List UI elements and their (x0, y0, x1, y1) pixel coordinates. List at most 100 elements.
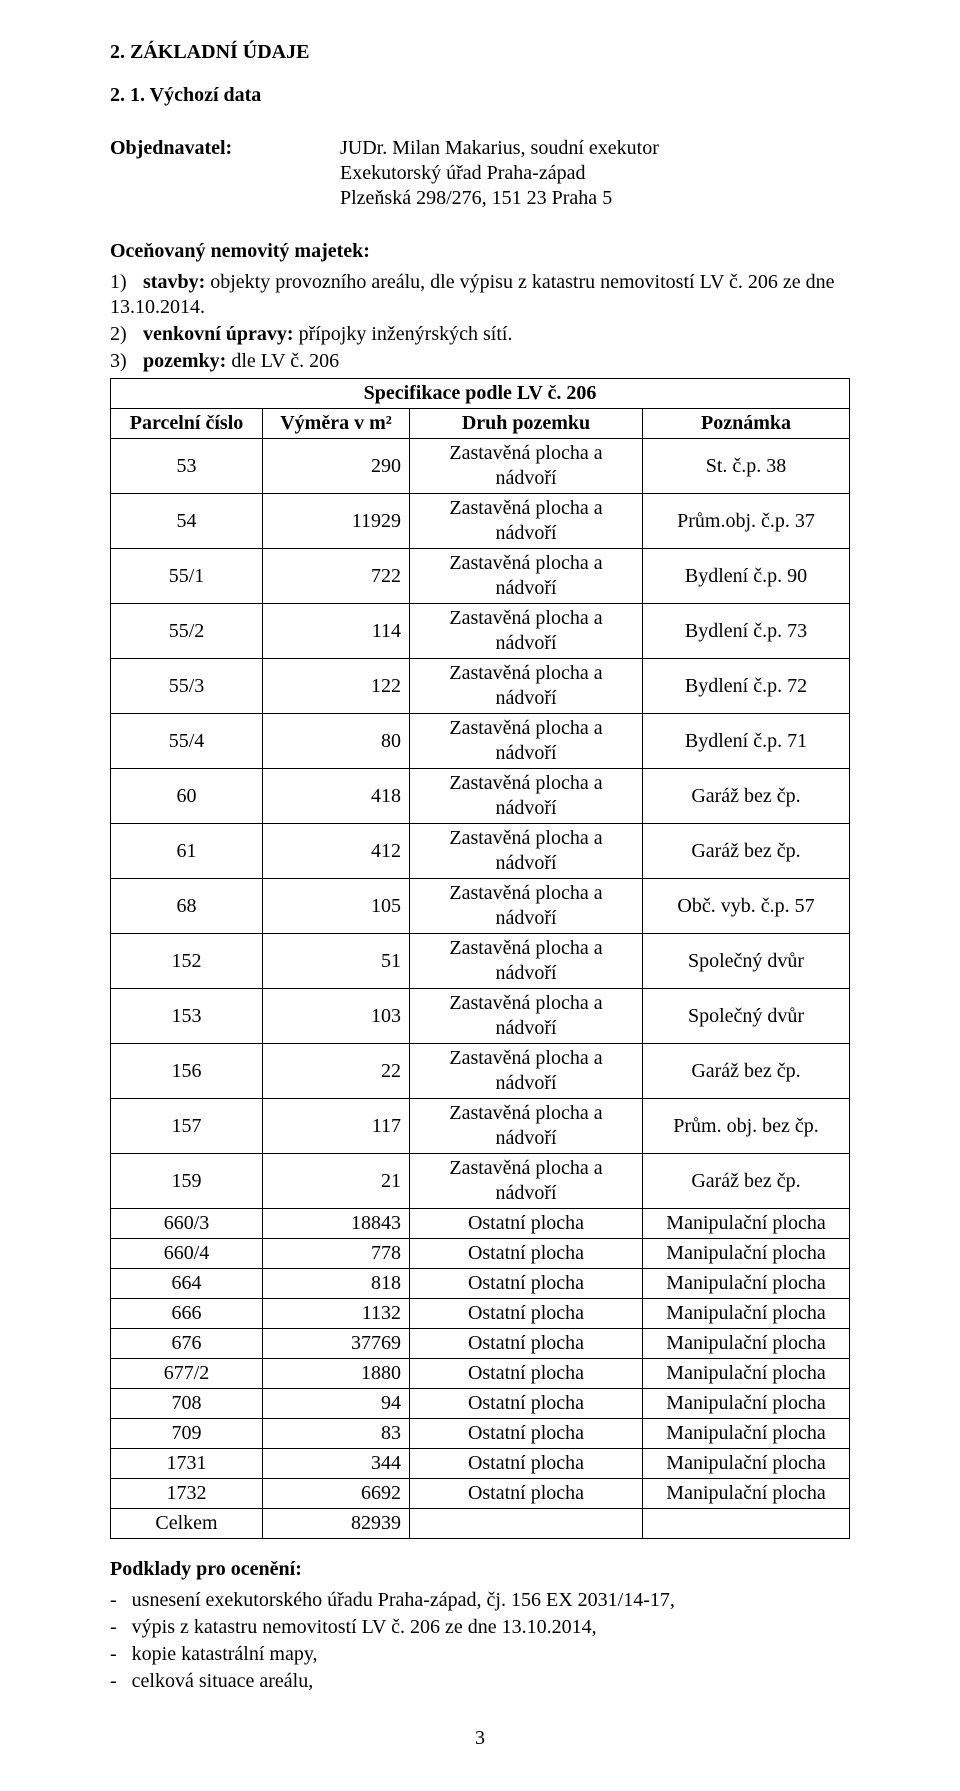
table-cell: 82939 (263, 1509, 410, 1539)
table-row: 15622Zastavěná plocha a nádvoříGaráž bez… (111, 1044, 850, 1099)
table-cell: 1731 (111, 1449, 263, 1479)
table-cell (410, 1509, 643, 1539)
table-cell: Prům. obj. bez čp. (643, 1099, 850, 1154)
table-cell: 11929 (263, 494, 410, 549)
table-cell: 122 (263, 659, 410, 714)
table-cell: Zastavěná plocha a nádvoří (410, 989, 643, 1044)
table-cell: Garáž bez čp. (643, 769, 850, 824)
table-cell: Zastavěná plocha a nádvoří (410, 549, 643, 604)
table-cell: 105 (263, 879, 410, 934)
table-cell: Společný dvůr (643, 989, 850, 1044)
table-cell: Ostatní plocha (410, 1299, 643, 1329)
table-cell: 1132 (263, 1299, 410, 1329)
list-item: 3) pozemky: dle LV č. 206 (110, 349, 850, 374)
table-cell: Manipulační plocha (643, 1479, 850, 1509)
table-header-row: Parcelní číslo Výměra v m² Druh pozemku … (111, 409, 850, 439)
table-cell: 778 (263, 1239, 410, 1269)
podklady-list: usnesení exekutorského úřadu Praha-západ… (110, 1588, 850, 1694)
table-cell: 159 (111, 1154, 263, 1209)
table-cell: Ostatní plocha (410, 1389, 643, 1419)
table-cell: Ostatní plocha (410, 1329, 643, 1359)
table-cell: Garáž bez čp. (643, 1154, 850, 1209)
podklady-item: výpis z katastru nemovitostí LV č. 206 z… (110, 1615, 850, 1640)
table-row: 55/1722Zastavěná plocha a nádvoříBydlení… (111, 549, 850, 604)
table-cell: Ostatní plocha (410, 1269, 643, 1299)
col-poznamka: Poznámka (643, 409, 850, 439)
table-cell: 83 (263, 1419, 410, 1449)
table-cell: 156 (111, 1044, 263, 1099)
table-cell: Prům.obj. č.p. 37 (643, 494, 850, 549)
table-cell: 660/4 (111, 1239, 263, 1269)
table-row: 70894Ostatní plochaManipulační plocha (111, 1389, 850, 1419)
table-cell: Bydlení č.p. 71 (643, 714, 850, 769)
table-row: 660/318843Ostatní plochaManipulační ploc… (111, 1209, 850, 1239)
table-cell: 664 (111, 1269, 263, 1299)
table-row: 6661132Ostatní plochaManipulační plocha (111, 1299, 850, 1329)
table-row: 17326692Ostatní plochaManipulační plocha (111, 1479, 850, 1509)
table-cell: 1732 (111, 1479, 263, 1509)
table-cell: 22 (263, 1044, 410, 1099)
table-cell: 55/3 (111, 659, 263, 714)
col-parcelni: Parcelní číslo (111, 409, 263, 439)
table-cell: Ostatní plocha (410, 1419, 643, 1449)
table-cell: 152 (111, 934, 263, 989)
table-cell: Garáž bez čp. (643, 1044, 850, 1099)
table-row: 677/21880Ostatní plochaManipulační ploch… (111, 1359, 850, 1389)
table-cell: 709 (111, 1419, 263, 1449)
table-cell: Zastavěná plocha a nádvoří (410, 1154, 643, 1209)
objednavatel-row: Objednavatel: JUDr. Milan Makarius, soud… (110, 136, 850, 211)
table-cell: Manipulační plocha (643, 1449, 850, 1479)
table-total-row: Celkem82939 (111, 1509, 850, 1539)
table-cell: Zastavěná plocha a nádvoří (410, 494, 643, 549)
table-row: 660/4778Ostatní plochaManipulační plocha (111, 1239, 850, 1269)
table-cell: 676 (111, 1329, 263, 1359)
table-cell: St. č.p. 38 (643, 439, 850, 494)
table-row: 67637769Ostatní plochaManipulační plocha (111, 1329, 850, 1359)
table-cell: Ostatní plocha (410, 1359, 643, 1389)
table-row: 55/2114Zastavěná plocha a nádvoříBydlení… (111, 604, 850, 659)
podklady-item: celková situace areálu, (110, 1669, 850, 1694)
table-cell: Zastavěná plocha a nádvoří (410, 824, 643, 879)
table-cell: 53 (111, 439, 263, 494)
table-cell: Bydlení č.p. 73 (643, 604, 850, 659)
objednavatel-value: JUDr. Milan Makarius, soudní exekutorExe… (340, 136, 659, 211)
table-cell: 818 (263, 1269, 410, 1299)
table-cell: 1880 (263, 1359, 410, 1389)
table-row: 664818Ostatní plochaManipulační plocha (111, 1269, 850, 1299)
col-vymera: Výměra v m² (263, 409, 410, 439)
table-row: 55/3122Zastavěná plocha a nádvoříBydlení… (111, 659, 850, 714)
table-row: 53290Zastavěná plocha a nádvoříSt. č.p. … (111, 439, 850, 494)
table-cell: 55/4 (111, 714, 263, 769)
table-row: 60418Zastavěná plocha a nádvoříGaráž bez… (111, 769, 850, 824)
table-cell: 21 (263, 1154, 410, 1209)
table-cell: 94 (263, 1389, 410, 1419)
table-cell: 68 (111, 879, 263, 934)
list-item: 2) venkovní úpravy: přípojky inženýrskýc… (110, 322, 850, 347)
table-row: 5411929Zastavěná plocha a nádvoříPrům.ob… (111, 494, 850, 549)
table-cell: 157 (111, 1099, 263, 1154)
table-cell: Obč. vyb. č.p. 57 (643, 879, 850, 934)
spec-table: Specifikace podle LV č. 206 Parcelní čís… (110, 378, 850, 1539)
table-row: 15921Zastavěná plocha a nádvoříGaráž bez… (111, 1154, 850, 1209)
table-cell: Ostatní plocha (410, 1479, 643, 1509)
numbered-list: 1) stavby: objekty provozního areálu, dl… (110, 270, 850, 374)
table-cell: Manipulační plocha (643, 1269, 850, 1299)
table-title-row: Specifikace podle LV č. 206 (111, 379, 850, 409)
table-cell: Manipulační plocha (643, 1209, 850, 1239)
table-cell: Bydlení č.p. 90 (643, 549, 850, 604)
table-cell: Manipulační plocha (643, 1239, 850, 1269)
table-cell: Zastavěná plocha a nádvoří (410, 659, 643, 714)
table-cell: 80 (263, 714, 410, 769)
table-cell: 708 (111, 1389, 263, 1419)
table-cell: Ostatní plocha (410, 1449, 643, 1479)
table-cell: 290 (263, 439, 410, 494)
table-cell: Zastavěná plocha a nádvoří (410, 769, 643, 824)
table-cell: 666 (111, 1299, 263, 1329)
table-cell: 722 (263, 549, 410, 604)
table-cell: Manipulační plocha (643, 1329, 850, 1359)
table-row: 1731344Ostatní plochaManipulační plocha (111, 1449, 850, 1479)
table-cell: Manipulační plocha (643, 1359, 850, 1389)
table-cell: 103 (263, 989, 410, 1044)
table-title: Specifikace podle LV č. 206 (111, 379, 850, 409)
table-cell: Zastavěná plocha a nádvoří (410, 1044, 643, 1099)
